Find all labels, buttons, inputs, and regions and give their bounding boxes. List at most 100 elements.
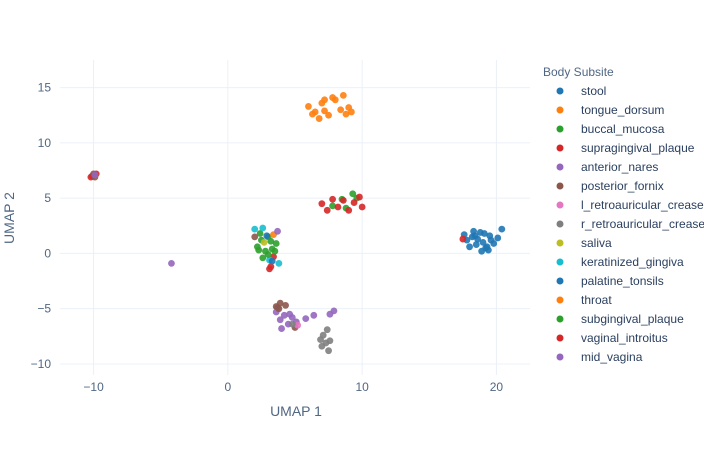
data-point[interactable] <box>275 305 283 313</box>
data-point[interactable] <box>345 206 353 214</box>
data-point[interactable] <box>459 235 467 243</box>
data-point[interactable] <box>329 202 336 210</box>
data-point[interactable] <box>251 233 259 241</box>
data-point[interactable] <box>323 206 331 214</box>
data-point[interactable] <box>294 321 302 329</box>
data-point[interactable] <box>272 240 280 247</box>
data-point[interactable] <box>267 237 275 245</box>
data-point[interactable] <box>326 337 334 345</box>
data-point[interactable] <box>337 106 345 114</box>
data-point[interactable] <box>256 230 264 237</box>
legend[interactable]: stool tongue_dorsum buccal_mucosa supraging… <box>556 84 704 364</box>
data-point[interactable] <box>321 96 328 104</box>
data-point[interactable] <box>478 247 486 255</box>
legend-item-l-retroauricular-crease[interactable]: l_retroauricular_crease <box>556 198 704 212</box>
data-point[interactable] <box>271 247 279 255</box>
y-tick-label: 5 <box>44 191 51 205</box>
data-point[interactable] <box>342 110 350 118</box>
data-point[interactable] <box>276 316 284 324</box>
data-point[interactable] <box>318 200 326 208</box>
data-point[interactable] <box>310 311 318 319</box>
legend-item-throat[interactable]: throat <box>556 293 613 307</box>
data-point[interactable] <box>266 265 273 273</box>
data-point[interactable] <box>358 203 366 211</box>
data-point[interactable] <box>329 195 336 203</box>
legend-item-r-retroauricular-crease[interactable]: r_retroauricular_crease <box>556 217 704 231</box>
data-point[interactable] <box>263 232 271 240</box>
data-point[interactable] <box>323 326 331 334</box>
data-point[interactable] <box>302 315 310 323</box>
data-point[interactable] <box>264 251 272 258</box>
data-point[interactable] <box>282 301 289 309</box>
data-point[interactable] <box>330 307 338 315</box>
data-point[interactable] <box>472 241 480 248</box>
legend-item-mid-vagina[interactable]: mid_vagina <box>556 350 643 364</box>
data-point[interactable] <box>315 115 323 122</box>
data-point[interactable] <box>251 225 259 233</box>
data-point[interactable] <box>319 331 327 339</box>
legend-label: buccal_mucosa <box>581 122 665 136</box>
data-point[interactable] <box>483 243 491 251</box>
data-point[interactable] <box>350 199 358 206</box>
data-point[interactable] <box>288 320 296 328</box>
data-point[interactable] <box>309 110 316 118</box>
data-point[interactable] <box>91 171 99 179</box>
data-point[interactable] <box>339 91 347 99</box>
legend-item-anterior-nares[interactable]: anterior_nares <box>556 160 659 174</box>
data-point[interactable] <box>259 224 267 232</box>
data-point[interactable] <box>305 103 312 110</box>
data-point[interactable] <box>349 190 357 198</box>
x-tick-label: 20 <box>490 380 504 394</box>
data-point[interactable] <box>498 225 506 233</box>
data-point[interactable] <box>348 108 355 116</box>
data-point[interactable] <box>325 111 332 119</box>
legend-label: throat <box>581 293 612 307</box>
legend-item-posterior-fornix[interactable]: posterior_fornix <box>556 179 664 193</box>
legend-item-vaginal-introitus[interactable]: vaginal_introitus <box>556 331 668 345</box>
data-point[interactable] <box>466 243 473 251</box>
data-point[interactable] <box>334 203 342 211</box>
legend-item-subgingival-plaque[interactable]: subgingival_plaque <box>556 312 685 326</box>
data-point[interactable] <box>259 254 267 262</box>
legend-item-tongue-dorsum[interactable]: tongue_dorsum <box>556 103 665 117</box>
data-point[interactable] <box>494 234 502 242</box>
data-point[interactable] <box>255 246 263 254</box>
legend-label: keratinized_gingiva <box>581 255 684 269</box>
legend-item-keratinized-gingiva[interactable]: keratinized_gingiva <box>556 255 685 269</box>
y-tick-label: 0 <box>44 246 51 260</box>
legend-item-stool[interactable]: stool <box>556 84 607 98</box>
data-point[interactable] <box>278 325 285 332</box>
x-tick-label: −10 <box>83 380 104 394</box>
series-tongue-dorsum <box>305 91 355 122</box>
data-point[interactable] <box>276 299 284 307</box>
series-l-retroauricular-crease <box>294 321 302 329</box>
legend-label: subgingival_plaque <box>581 312 684 326</box>
data-point[interactable] <box>286 310 294 318</box>
data-point[interactable] <box>339 196 347 204</box>
legend-item-buccal-mucosa[interactable]: buccal_mucosa <box>556 122 665 136</box>
data-point[interactable] <box>268 257 276 265</box>
series-supragingival-plaque <box>87 170 366 271</box>
legend-label: mid_vagina <box>581 350 643 364</box>
data-point[interactable] <box>356 193 363 201</box>
data-point[interactable] <box>479 238 487 246</box>
series-mid-vagina <box>91 171 338 323</box>
data-point[interactable] <box>329 94 336 101</box>
data-point[interactable] <box>487 236 495 244</box>
data-point[interactable] <box>280 311 288 319</box>
legend-label: saliva <box>581 236 612 250</box>
data-point[interactable] <box>321 107 328 115</box>
legend-item-palatine-tonsils[interactable]: palatine_tonsils <box>556 274 664 288</box>
legend-marker <box>556 106 564 114</box>
data-point[interactable] <box>325 347 332 355</box>
legend-label: anterior_nares <box>581 160 658 174</box>
legend-item-saliva[interactable]: saliva <box>556 236 613 250</box>
data-point[interactable] <box>274 227 281 235</box>
data-point[interactable] <box>168 259 175 267</box>
data-point[interactable] <box>260 238 268 246</box>
legend-item-supragingival-plaque[interactable]: supragingival_plaque <box>556 141 695 155</box>
x-tick-label: 0 <box>225 380 232 394</box>
data-point[interactable] <box>480 230 488 237</box>
data-point[interactable] <box>275 259 283 267</box>
data-point[interactable] <box>471 232 479 240</box>
